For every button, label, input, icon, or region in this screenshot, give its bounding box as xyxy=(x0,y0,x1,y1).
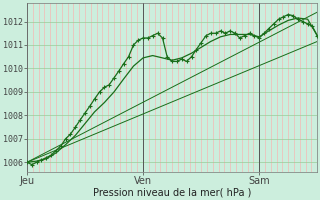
X-axis label: Pression niveau de la mer( hPa ): Pression niveau de la mer( hPa ) xyxy=(93,187,251,197)
